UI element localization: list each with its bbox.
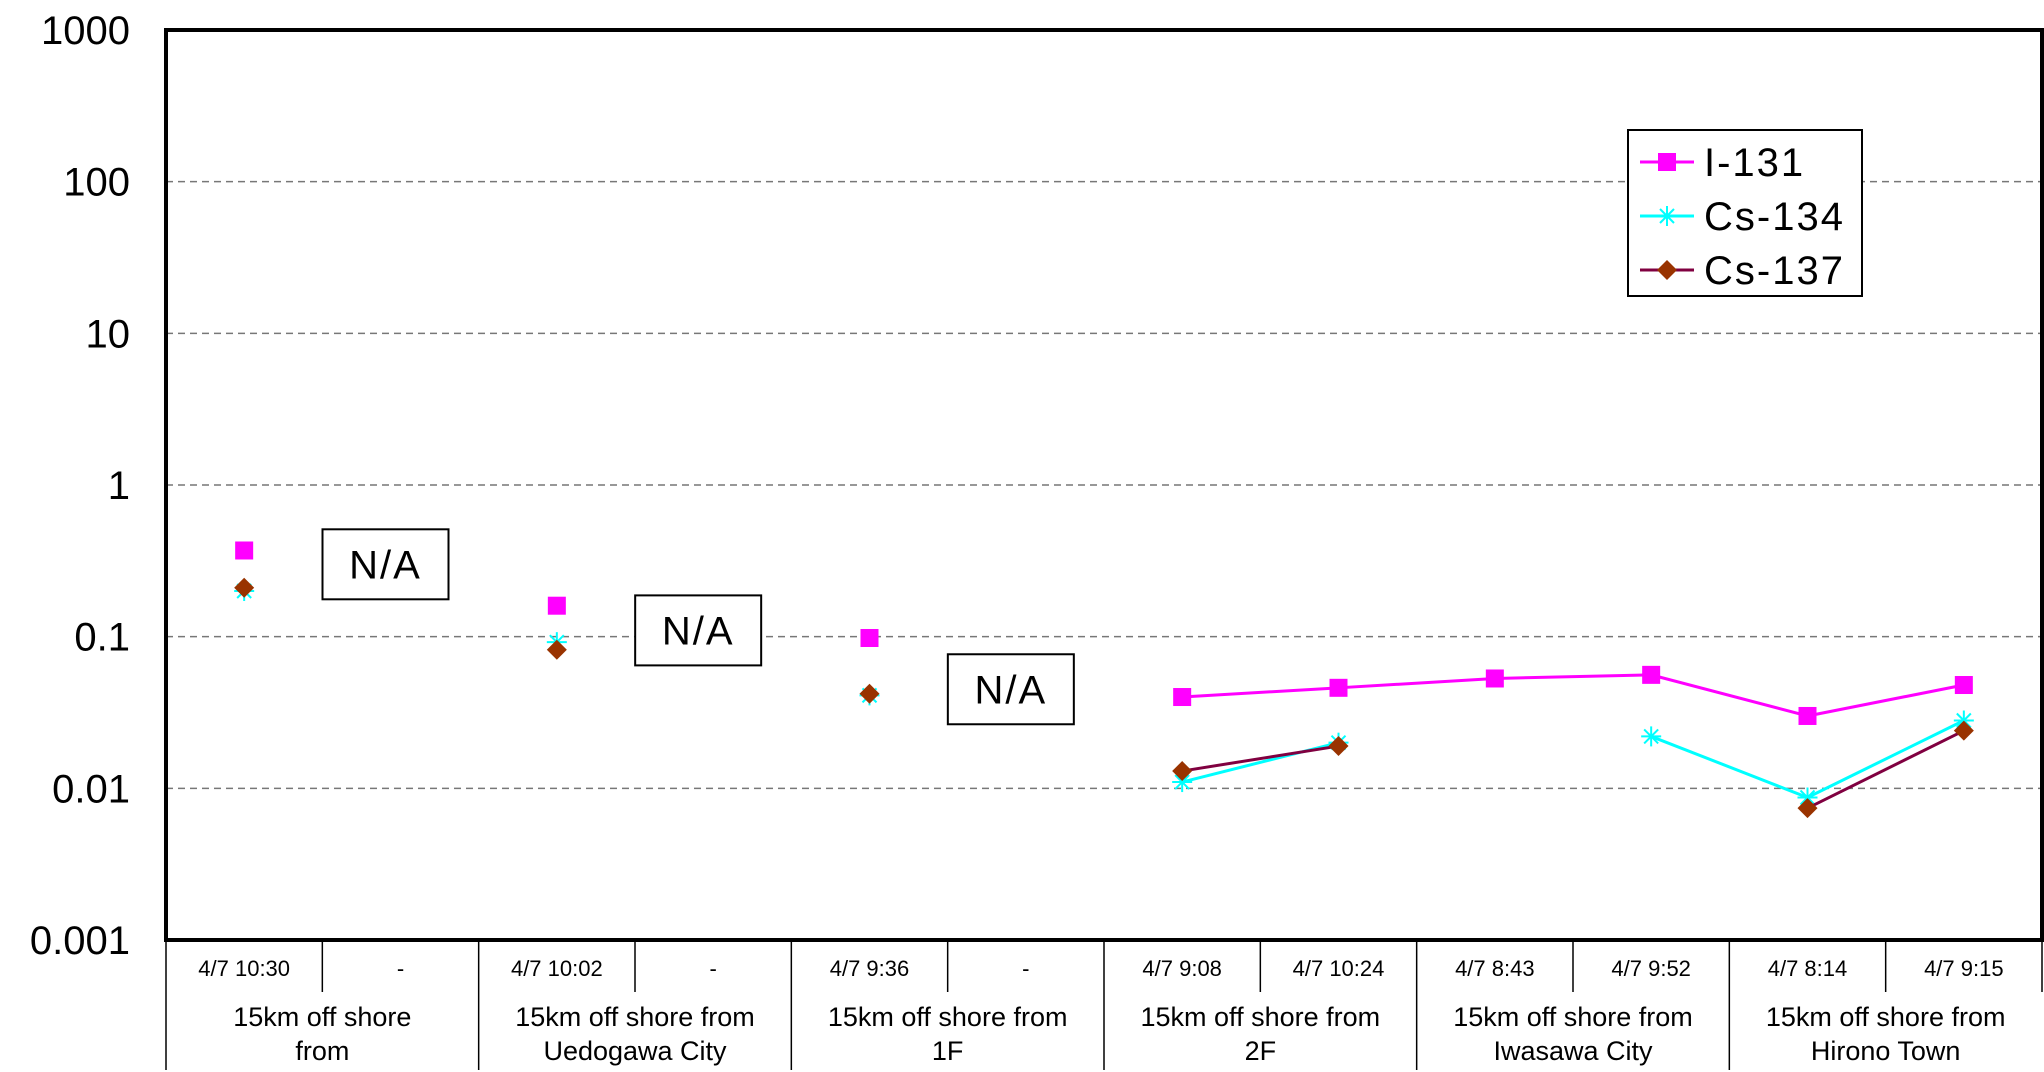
data-point: [1328, 736, 1349, 757]
na-annotation: N/A: [634, 594, 763, 667]
series-line-segment: [1806, 719, 1965, 799]
group-label-line1: 15km off shore from: [1766, 1002, 2006, 1032]
x-tick-label: -: [397, 956, 404, 981]
data-point: [1641, 726, 1662, 747]
data-point: [547, 596, 566, 615]
data-point: [1798, 706, 1817, 725]
group-label-line1: 15km off shore: [233, 1002, 411, 1032]
series-line-segment: [1338, 676, 1495, 690]
legend-label: Cs-134: [1704, 195, 1845, 239]
group-label-line2: Hirono Town: [1811, 1036, 1961, 1066]
group-label-line1: 15km off shore from: [828, 1002, 1068, 1032]
legend-label: Cs-137: [1704, 249, 1845, 293]
na-annotation: N/A: [946, 653, 1075, 726]
y-tick-label: 0.01: [52, 767, 130, 811]
group-label-line2: Iwasawa City: [1493, 1036, 1653, 1066]
series-line-segment: [1494, 673, 1652, 680]
x-tick-label: -: [1022, 956, 1029, 981]
group-label-line2: 1F: [932, 1036, 964, 1066]
legend-swatch-marker: [1658, 153, 1676, 171]
na-label: N/A: [974, 668, 1047, 712]
y-tick-label: 10: [86, 312, 131, 356]
group-label-line2: 2F: [1245, 1036, 1277, 1066]
x-tick-label: 4/7 10:24: [1293, 956, 1385, 981]
data-point: [859, 683, 880, 704]
na-box: [321, 528, 450, 601]
data-point: [1954, 676, 1973, 695]
na-box: [946, 653, 1075, 726]
data-point: [546, 639, 567, 660]
series-line-segment: [1807, 683, 1965, 718]
x-axis: 15km off shore from 15km off shore from Ued…: [165, 940, 2043, 1070]
group-label-line2: from: [295, 1036, 349, 1066]
y-tick-label: 0.001: [30, 919, 130, 963]
y-tick-label: 1000: [41, 9, 130, 53]
na-label: N/A: [662, 609, 735, 653]
x-tick-label: 4/7 9:36: [830, 956, 910, 981]
legend-swatch-marker: [1657, 260, 1677, 280]
na-label: N/A: [349, 543, 422, 587]
gridlines: [166, 180, 2042, 790]
data-point: [1797, 798, 1818, 819]
series-I-131: [235, 541, 1973, 725]
x-tick-label: 4/7 9:15: [1924, 956, 2004, 981]
series-Cs-137: [234, 577, 1974, 819]
legend: I-131 Cs-134 Cs-137: [1627, 129, 1863, 297]
plot-area-border: [164, 28, 2044, 942]
series-line-segment: [1650, 735, 1809, 799]
series-line-segment: [1181, 744, 1339, 773]
legend-item: Cs-134: [1640, 195, 1845, 239]
group-label-line1: 15km off shore from: [1141, 1002, 1381, 1032]
legend-item: Cs-137: [1640, 249, 1845, 293]
x-tick-label: 4/7 10:30: [198, 956, 290, 981]
group-label-line1: 15km off shore from: [515, 1002, 755, 1032]
data-point: [1953, 710, 1974, 731]
x-tick-label: 4/7 10:02: [511, 956, 603, 981]
x-tick-label: 4/7 8:43: [1455, 956, 1535, 981]
x-tick-label: 4/7 9:52: [1611, 956, 1691, 981]
data-point: [235, 541, 254, 560]
na-box: [634, 594, 763, 667]
data-point: [1329, 678, 1348, 697]
data-point: [1953, 720, 1974, 741]
x-tick-label: -: [710, 956, 717, 981]
data-point: [234, 577, 255, 598]
data-point: [1485, 669, 1504, 688]
legend-item: I-131: [1640, 141, 1805, 185]
na-annotation: N/A: [321, 528, 450, 601]
series-line-segment: [1650, 673, 1808, 718]
data-point: [1173, 688, 1192, 707]
legend-swatch-marker: [1657, 206, 1677, 226]
legend-label: I-131: [1704, 141, 1805, 185]
y-tick-label: 100: [63, 161, 130, 205]
x-tick-label: 4/7 9:08: [1142, 956, 1222, 981]
group-label-line2: Uedogawa City: [543, 1036, 727, 1066]
annotations: N/A N/A N/A: [321, 528, 1075, 726]
series-line-segment: [1806, 729, 1965, 810]
y-tick-label: 1: [108, 464, 130, 508]
series-lines: [234, 541, 1974, 819]
x-tick-label: 4/7 8:14: [1768, 956, 1848, 981]
y-tick-label: 0.1: [74, 616, 130, 660]
data-point: [1172, 761, 1193, 782]
group-label-line1: 15km off shore from: [1453, 1002, 1693, 1032]
y-axis-ticks: 0.001 0.01 0.1 1 10 100 1000: [30, 9, 130, 963]
series-line-segment: [1182, 686, 1339, 699]
data-point: [1642, 665, 1661, 684]
data-point: [860, 628, 879, 647]
